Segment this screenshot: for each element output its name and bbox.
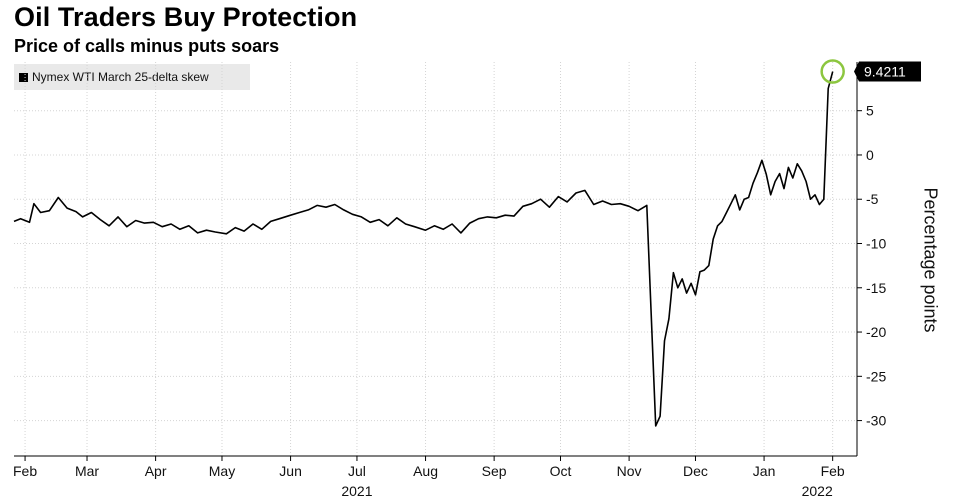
series-layer xyxy=(13,71,834,427)
y-tick-label: 0 xyxy=(866,147,874,163)
gridlines xyxy=(14,62,857,456)
x-tick-label: Jul xyxy=(348,463,366,479)
last-value-box xyxy=(854,61,921,82)
legend-label: Nymex WTI March 25-delta skew xyxy=(32,70,209,84)
x-tick-label: Oct xyxy=(550,463,572,479)
legend: Nymex WTI March 25-delta skew xyxy=(14,64,250,90)
last-value-label: 9.4211 xyxy=(864,64,906,80)
x-year-label: 2022 xyxy=(802,483,833,499)
y-tick-label: -10 xyxy=(866,236,886,252)
y-tick-label: -25 xyxy=(866,368,886,384)
x-tick-label: Jun xyxy=(279,463,302,479)
x-axis: Feb Mar Apr May Jun Jul Aug Sep Oct Nov Dec Jan Feb 2… xyxy=(13,455,857,499)
y-tick-label: -15 xyxy=(866,280,886,296)
y-axis: -30 -25 -20 -15 -10 -5 0 5 xyxy=(856,62,886,456)
last-value-callout: 9.4211 xyxy=(820,59,921,84)
x-year-label: 2021 xyxy=(341,483,372,499)
y-tick-label: 5 xyxy=(866,103,874,119)
y-axis-label: Percentage points xyxy=(920,187,941,333)
x-tick-label: Aug xyxy=(413,463,438,479)
last-value-marker xyxy=(820,59,845,84)
x-tick-label: Dec xyxy=(683,463,708,479)
chart-subtitle: Price of calls minus puts soars xyxy=(14,36,280,56)
y-tick-label: -5 xyxy=(866,191,879,207)
x-tick-label: Sep xyxy=(482,463,507,479)
y-tick-label: -30 xyxy=(866,413,886,429)
legend-swatch xyxy=(19,72,28,82)
x-tick-label: Apr xyxy=(145,463,167,479)
x-tick-label: Feb xyxy=(13,463,37,479)
x-tick-label: Jan xyxy=(753,463,776,479)
x-tick-label: Feb xyxy=(821,463,845,479)
x-tick-label: Mar xyxy=(75,463,99,479)
series-line xyxy=(13,71,834,427)
x-tick-label: Nov xyxy=(617,463,642,479)
x-tick-label: May xyxy=(209,463,235,479)
y-tick-label: -20 xyxy=(866,324,886,340)
chart-title: Oil Traders Buy Protection xyxy=(14,2,358,32)
